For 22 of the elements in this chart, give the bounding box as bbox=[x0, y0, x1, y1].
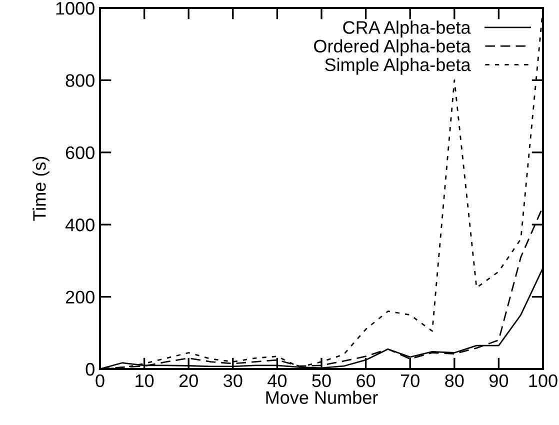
legend-label: Ordered Alpha-beta bbox=[314, 39, 471, 56]
y-tick-label: 0 bbox=[86, 362, 94, 376]
x-tick-label: 60 bbox=[356, 374, 376, 388]
y-tick-label: 400 bbox=[65, 218, 94, 232]
y-tick-label: 1000 bbox=[56, 2, 94, 15]
y-axis-title: Time (s) bbox=[32, 156, 50, 221]
x-tick-label: 70 bbox=[400, 374, 420, 388]
x-tick-label: 0 bbox=[96, 374, 104, 388]
legend-label: Simple Alpha-beta bbox=[325, 58, 471, 75]
x-tick-label: 30 bbox=[224, 374, 242, 388]
x-tick-label: 10 bbox=[136, 374, 154, 388]
y-tick-label: 800 bbox=[66, 74, 94, 87]
x-tick-label: 90 bbox=[490, 374, 508, 388]
y-tick-label: 600 bbox=[66, 146, 94, 160]
x-tick-label: 80 bbox=[445, 374, 464, 388]
legend-label: CRA Alpha-beta bbox=[343, 20, 471, 38]
x-tick-label: 40 bbox=[268, 374, 287, 388]
y-tick-label: 200 bbox=[66, 290, 94, 304]
x-tick-label: 50 bbox=[312, 374, 331, 388]
x-axis-title: Move Number bbox=[266, 390, 378, 404]
x-tick-label: 20 bbox=[179, 374, 198, 388]
x-tick-label: 100 bbox=[529, 374, 558, 388]
